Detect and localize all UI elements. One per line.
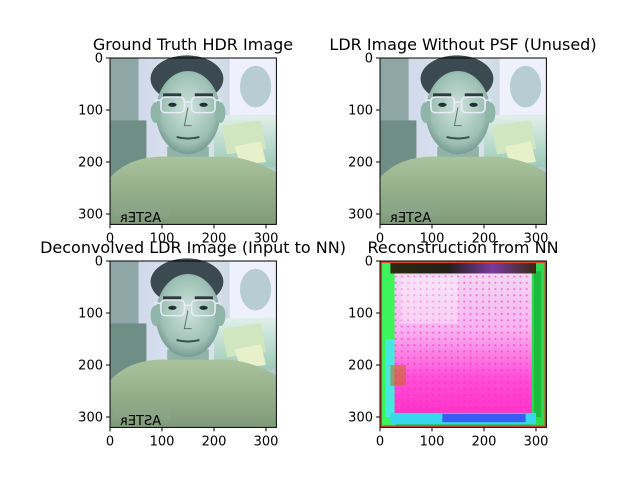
x-tick-label: 100 [420, 434, 445, 449]
image-overlay-text: ᴙƎTƧA [390, 211, 431, 226]
y-tick-label: 0 [95, 255, 103, 270]
image-reconstruction [380, 261, 547, 428]
axes-frame [109, 57, 277, 225]
x-tick-label: 100 [150, 231, 175, 246]
x-tick-label: 200 [472, 231, 497, 246]
subplot-title: Ground Truth HDR Image [93, 35, 293, 54]
x-tick-label: 0 [376, 434, 384, 449]
y-tick-label: 300 [78, 208, 103, 223]
image-overlay-text: ᴙƎTƧA [120, 414, 161, 429]
image-portrait [108, 54, 278, 226]
y-tick-label: 0 [365, 255, 373, 270]
y-tick-label: 100 [348, 307, 373, 322]
x-tick-label: 0 [106, 231, 114, 246]
x-tick-label: 200 [472, 434, 497, 449]
x-tick-label: 0 [376, 231, 384, 246]
x-tick-label: 300 [524, 434, 549, 449]
subplot-ldr-without-psf: LDR Image Without PSF (Unused) 0 100 200 30… [329, 35, 596, 246]
x-tick-label: 100 [420, 231, 445, 246]
subplot-deconvolved-ldr: Deconvolved LDR Image (Input to NN) 0 100… [40, 238, 346, 449]
subplot-ground-truth: Ground Truth HDR Image 0 100 200 3000100200… [78, 35, 293, 246]
x-tick-label: 300 [254, 434, 279, 449]
image-portrait [108, 257, 278, 429]
y-tick-label: 200 [348, 156, 373, 171]
x-tick-label: 200 [202, 231, 227, 246]
y-tick-label: 200 [78, 359, 103, 374]
image-portrait [378, 54, 548, 226]
x-tick-label: 0 [106, 434, 114, 449]
y-tick-label: 300 [348, 208, 373, 223]
y-tick-label: 200 [78, 156, 103, 171]
x-tick-label: 300 [524, 231, 549, 246]
y-tick-label: 300 [348, 411, 373, 426]
subplot-title: Deconvolved LDR Image (Input to NN) [40, 238, 346, 257]
axes-frame [379, 57, 547, 225]
x-tick-label: 200 [202, 434, 227, 449]
x-tick-label: 300 [254, 231, 279, 246]
y-tick-label: 100 [348, 104, 373, 119]
y-tick-label: 300 [78, 411, 103, 426]
image-overlay-text: ᴙƎTƧA [120, 211, 161, 226]
y-tick-label: 100 [78, 307, 103, 322]
y-tick-label: 100 [78, 104, 103, 119]
y-tick-label: 0 [95, 52, 103, 67]
subplot-title: LDR Image Without PSF (Unused) [329, 35, 596, 54]
x-tick-label: 100 [150, 434, 175, 449]
subplot-title: Reconstruction from NN [367, 238, 558, 257]
y-tick-label: 200 [348, 359, 373, 374]
axes-frame [109, 260, 277, 428]
axes-frame [379, 260, 547, 428]
y-tick-label: 0 [365, 52, 373, 67]
subplot-reconstruction: Reconstruction from NN 0 100 200 3000100200… [348, 238, 558, 449]
